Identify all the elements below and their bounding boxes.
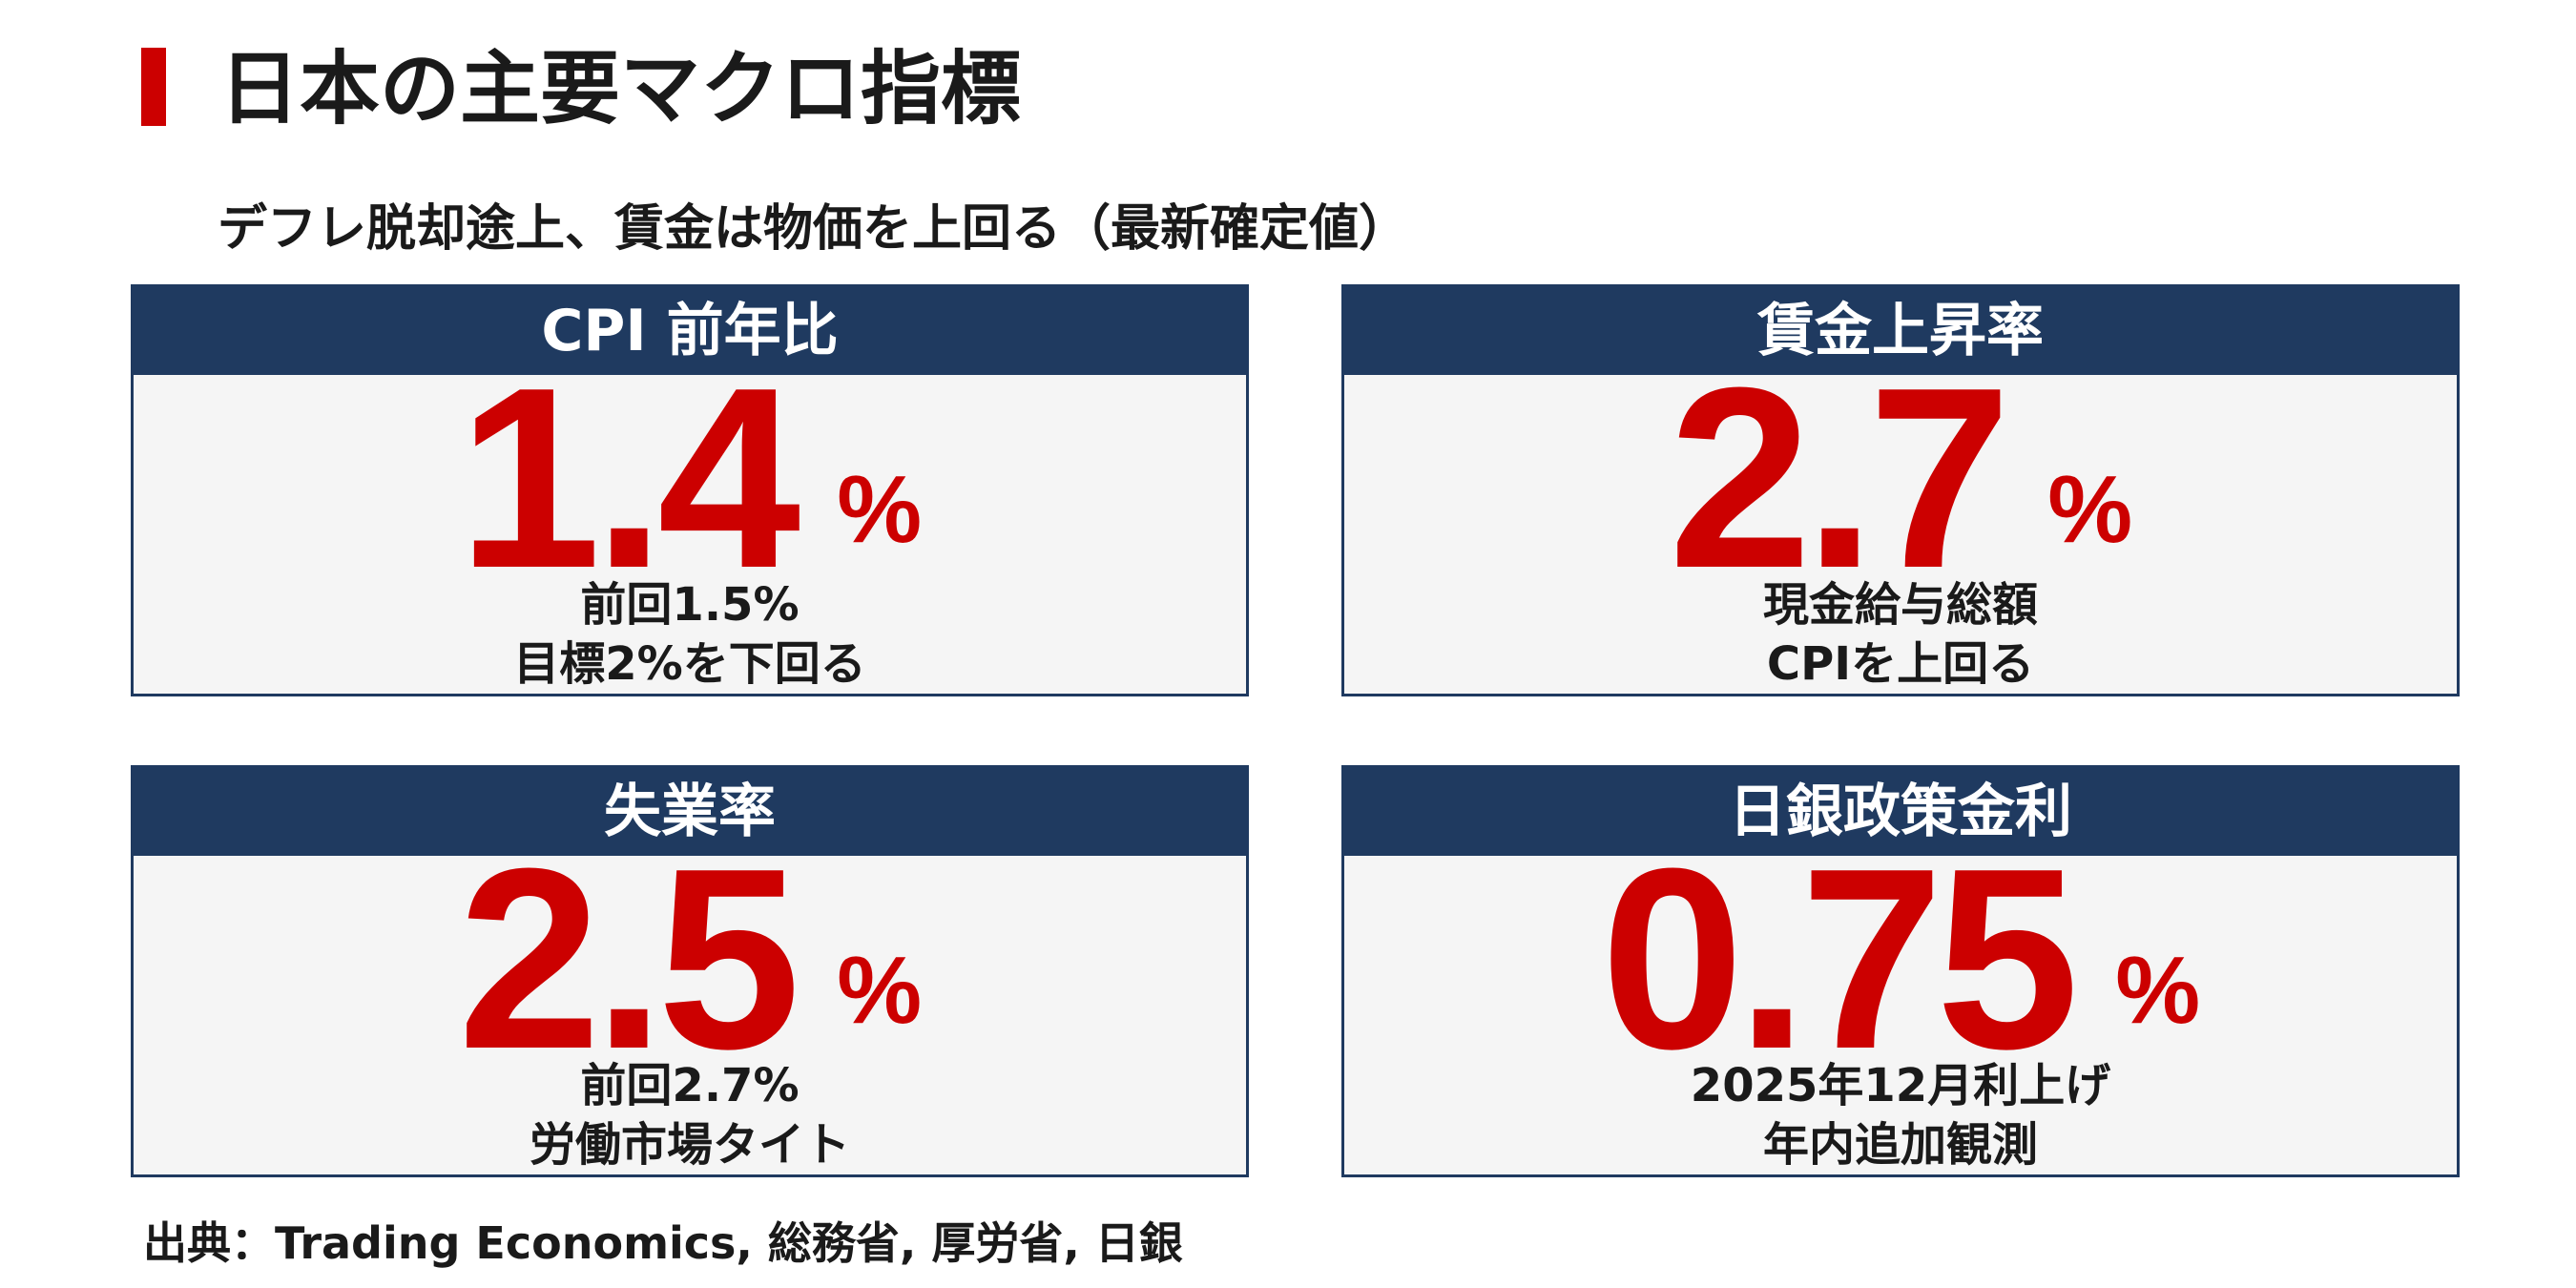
- metric-unit: %: [837, 937, 923, 1044]
- card-note-secondary: 目標2%を下回る: [513, 637, 866, 691]
- card-note-primary: 2025年12月利上げ: [1690, 1059, 2111, 1112]
- card-note-secondary: CPIを上回る: [1766, 637, 2035, 691]
- source-credit: 出典：Trading Economics, 総務省, 厚労省, 日銀: [143, 1217, 1183, 1269]
- card-note-primary: 現金給与総額: [1762, 578, 2038, 632]
- value-row: 2.7 %: [1344, 335, 2457, 622]
- card-note-primary: 前回2.7%: [580, 1059, 800, 1112]
- card-note-primary: 前回1.5%: [580, 578, 800, 632]
- card-header: 失業率: [134, 768, 1246, 856]
- card-wage-growth: 賃金上昇率 2.7 % 現金給与総額 CPIを上回る: [1341, 284, 2460, 696]
- page-title: 日本の主要マクロ指標: [219, 42, 1022, 135]
- metric-unit: %: [2115, 937, 2201, 1044]
- metric-value: 2.5: [457, 816, 800, 1103]
- value-row: 0.75 %: [1344, 816, 2457, 1103]
- metric-unit: %: [2047, 456, 2133, 563]
- card-header: 賃金上昇率: [1344, 287, 2457, 375]
- value-row: 1.4 %: [134, 335, 1246, 622]
- card-unemployment: 失業率 2.5 % 前回2.7% 労働市場タイト: [131, 765, 1249, 1177]
- card-note-secondary: 労働市場タイト: [529, 1118, 850, 1172]
- metric-value: 1.4: [457, 335, 800, 622]
- metric-value: 2.7: [1668, 335, 2011, 622]
- card-boj-policy-rate: 日銀政策金利 0.75 % 2025年12月利上げ 年内追加観測: [1341, 765, 2460, 1177]
- value-row: 2.5 %: [134, 816, 1246, 1103]
- metric-unit: %: [837, 456, 923, 563]
- page-subtitle: デフレ脱却途上、賃金は物価を上回る（最新確定値）: [218, 200, 1409, 258]
- title-accent-bar: [141, 48, 166, 126]
- card-cpi: CPI 前年比 1.4 % 前回1.5% 目標2%を下回る: [131, 284, 1249, 696]
- card-header: CPI 前年比: [134, 287, 1246, 375]
- metric-value: 0.75: [1600, 816, 2079, 1103]
- card-header: 日銀政策金利: [1344, 768, 2457, 856]
- card-note-secondary: 年内追加観測: [1762, 1118, 2038, 1172]
